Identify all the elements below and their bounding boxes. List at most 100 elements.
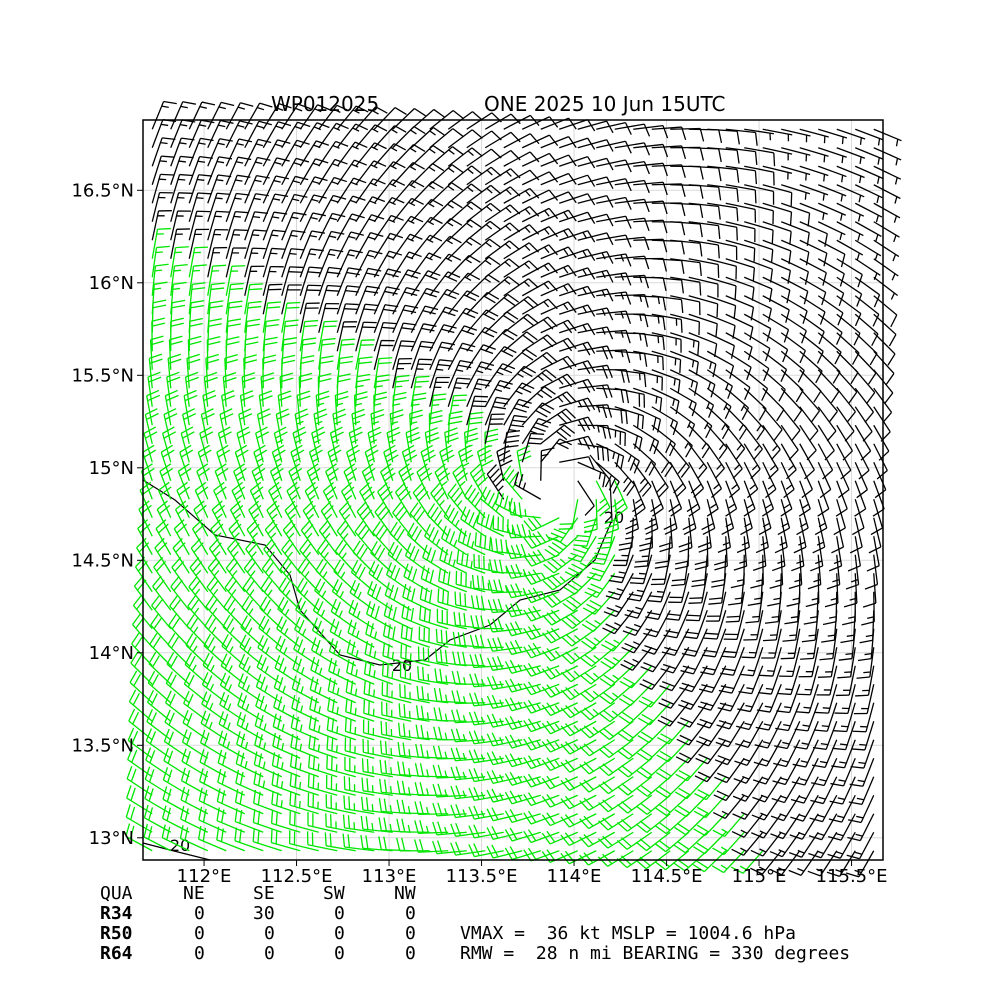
- wind-barb: [170, 299, 186, 333]
- wind-barb: [780, 258, 809, 285]
- wind-barb: [396, 799, 430, 815]
- wind-barb: [234, 789, 264, 815]
- wind-barb: [181, 729, 209, 759]
- wind-barb: [271, 790, 301, 815]
- wind-barb: [540, 438, 572, 463]
- wind-barb: [244, 138, 272, 167]
- wind-barb: [743, 350, 770, 382]
- wind-barb: [397, 742, 430, 759]
- wind-barb: [817, 406, 837, 442]
- wind-barb: [180, 767, 209, 796]
- wind-barb: [770, 794, 801, 822]
- wind-barb: [521, 351, 558, 371]
- wind-barb: [336, 123, 369, 149]
- wind-barb: [598, 720, 634, 741]
- wind-barb: [596, 517, 616, 550]
- wind-barb: [275, 635, 301, 667]
- wind-barb: [743, 610, 764, 641]
- wind-barb: [331, 579, 357, 611]
- wind-barb: [762, 610, 782, 642]
- wind-barb: [447, 165, 483, 186]
- wind-barb: [641, 628, 671, 655]
- wind-barb: [410, 181, 444, 204]
- wind-barb: [180, 426, 195, 463]
- wind-barb: [596, 329, 631, 344]
- wind-barb: [559, 378, 596, 393]
- wind-barb: [560, 665, 597, 683]
- wind-barb: [706, 406, 730, 440]
- wind-barb: [429, 393, 447, 426]
- wind-barb: [263, 538, 283, 574]
- wind-barb: [346, 639, 375, 667]
- wind-barb: [161, 426, 176, 463]
- wind-barb: [751, 813, 782, 839]
- wind-barb: [744, 147, 776, 167]
- wind-barb: [443, 504, 468, 537]
- wind-barb: [286, 481, 301, 519]
- wind-barb: [817, 313, 843, 345]
- wind-barb: [836, 369, 858, 404]
- wind-barb: [579, 850, 616, 866]
- wind-barb: [161, 824, 190, 852]
- x-tick-label: 112.5°E: [261, 866, 333, 887]
- wind-barb: [725, 387, 750, 420]
- wind-barb: [382, 642, 412, 667]
- wind-barb: [486, 751, 523, 766]
- wind-barb: [586, 554, 616, 582]
- wind-barb: [328, 638, 357, 667]
- wind-barb: [521, 369, 557, 389]
- wind-barb: [791, 536, 805, 572]
- wind-barb: [484, 131, 521, 149]
- wind-barb: [521, 280, 558, 297]
- wind-barb: [320, 500, 338, 537]
- wind-barb: [345, 678, 375, 704]
- wind-barb: [637, 739, 671, 761]
- wind-barb: [698, 665, 727, 694]
- wind-barb: [503, 133, 540, 149]
- wind-barb: [818, 128, 848, 145]
- wind-barb: [725, 128, 758, 146]
- wind-barb: [363, 699, 393, 722]
- wind-barb: [225, 300, 243, 333]
- wind-barb: [743, 295, 772, 322]
- wind-barb: [669, 424, 693, 458]
- wind-barb: [715, 720, 745, 748]
- wind-barb: [669, 406, 696, 437]
- wind-barb: [288, 463, 303, 500]
- wind-barb: [828, 794, 856, 823]
- header-ne: NE: [183, 883, 205, 904]
- wind-barb: [397, 761, 430, 778]
- wind-barb: [236, 426, 251, 463]
- wind-barb: [620, 646, 653, 671]
- wind-barb: [668, 480, 683, 517]
- wind-barb: [417, 666, 449, 685]
- wind-barb: [163, 728, 190, 759]
- wind-barb: [486, 826, 523, 841]
- wind-barb: [762, 202, 793, 226]
- wind-barb: [410, 252, 442, 278]
- wind-barb: [420, 565, 449, 593]
- wind-barb: [170, 173, 193, 204]
- wind-barb: [502, 465, 523, 500]
- wind-barb: [873, 406, 891, 442]
- wind-barb: [762, 295, 790, 323]
- wind-barb: [363, 680, 393, 704]
- wind-barb: [617, 794, 653, 814]
- wind-barb: [382, 622, 412, 648]
- wind-barb: [336, 338, 356, 370]
- wind-barb: [670, 146, 705, 161]
- wind-barb: [688, 165, 722, 182]
- wind-barb: [504, 827, 541, 842]
- wind-barb: [207, 101, 235, 130]
- wind-barb: [758, 665, 782, 695]
- wind-barb: [540, 136, 577, 149]
- wind-barb: [521, 262, 558, 278]
- wind-barb: [447, 254, 481, 278]
- wind-barb: [504, 678, 541, 693]
- wind-barb: [873, 258, 899, 281]
- wind-barb: [318, 520, 338, 556]
- wind-barb: [213, 481, 227, 519]
- wind-barb: [343, 776, 375, 796]
